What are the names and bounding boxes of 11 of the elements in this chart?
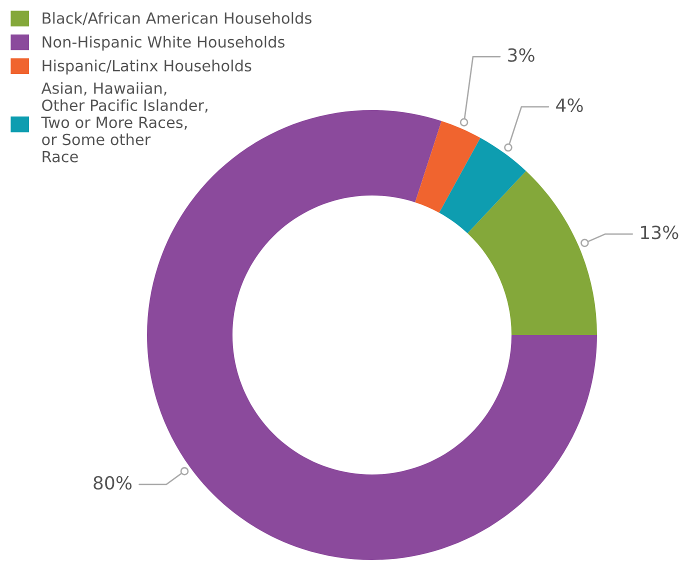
legend-label: Asian, Hawaiian, Other Pacific Islander, Two or More Races, or Some other Race — [41, 82, 208, 162]
legend-label: Non-Hispanic White Households — [42, 36, 284, 51]
legend-label: Hispanic/Latinx Households — [42, 60, 252, 74]
legend-label: Black/African American Households — [42, 12, 312, 26]
donut-slice — [467, 170, 597, 335]
data-label: 4% — [556, 98, 583, 112]
data-label: 3% — [508, 48, 534, 62]
donut-slice — [415, 121, 480, 213]
data-label: 80% — [94, 476, 132, 490]
donut-slice — [439, 138, 526, 234]
data-label: 13% — [641, 226, 678, 240]
